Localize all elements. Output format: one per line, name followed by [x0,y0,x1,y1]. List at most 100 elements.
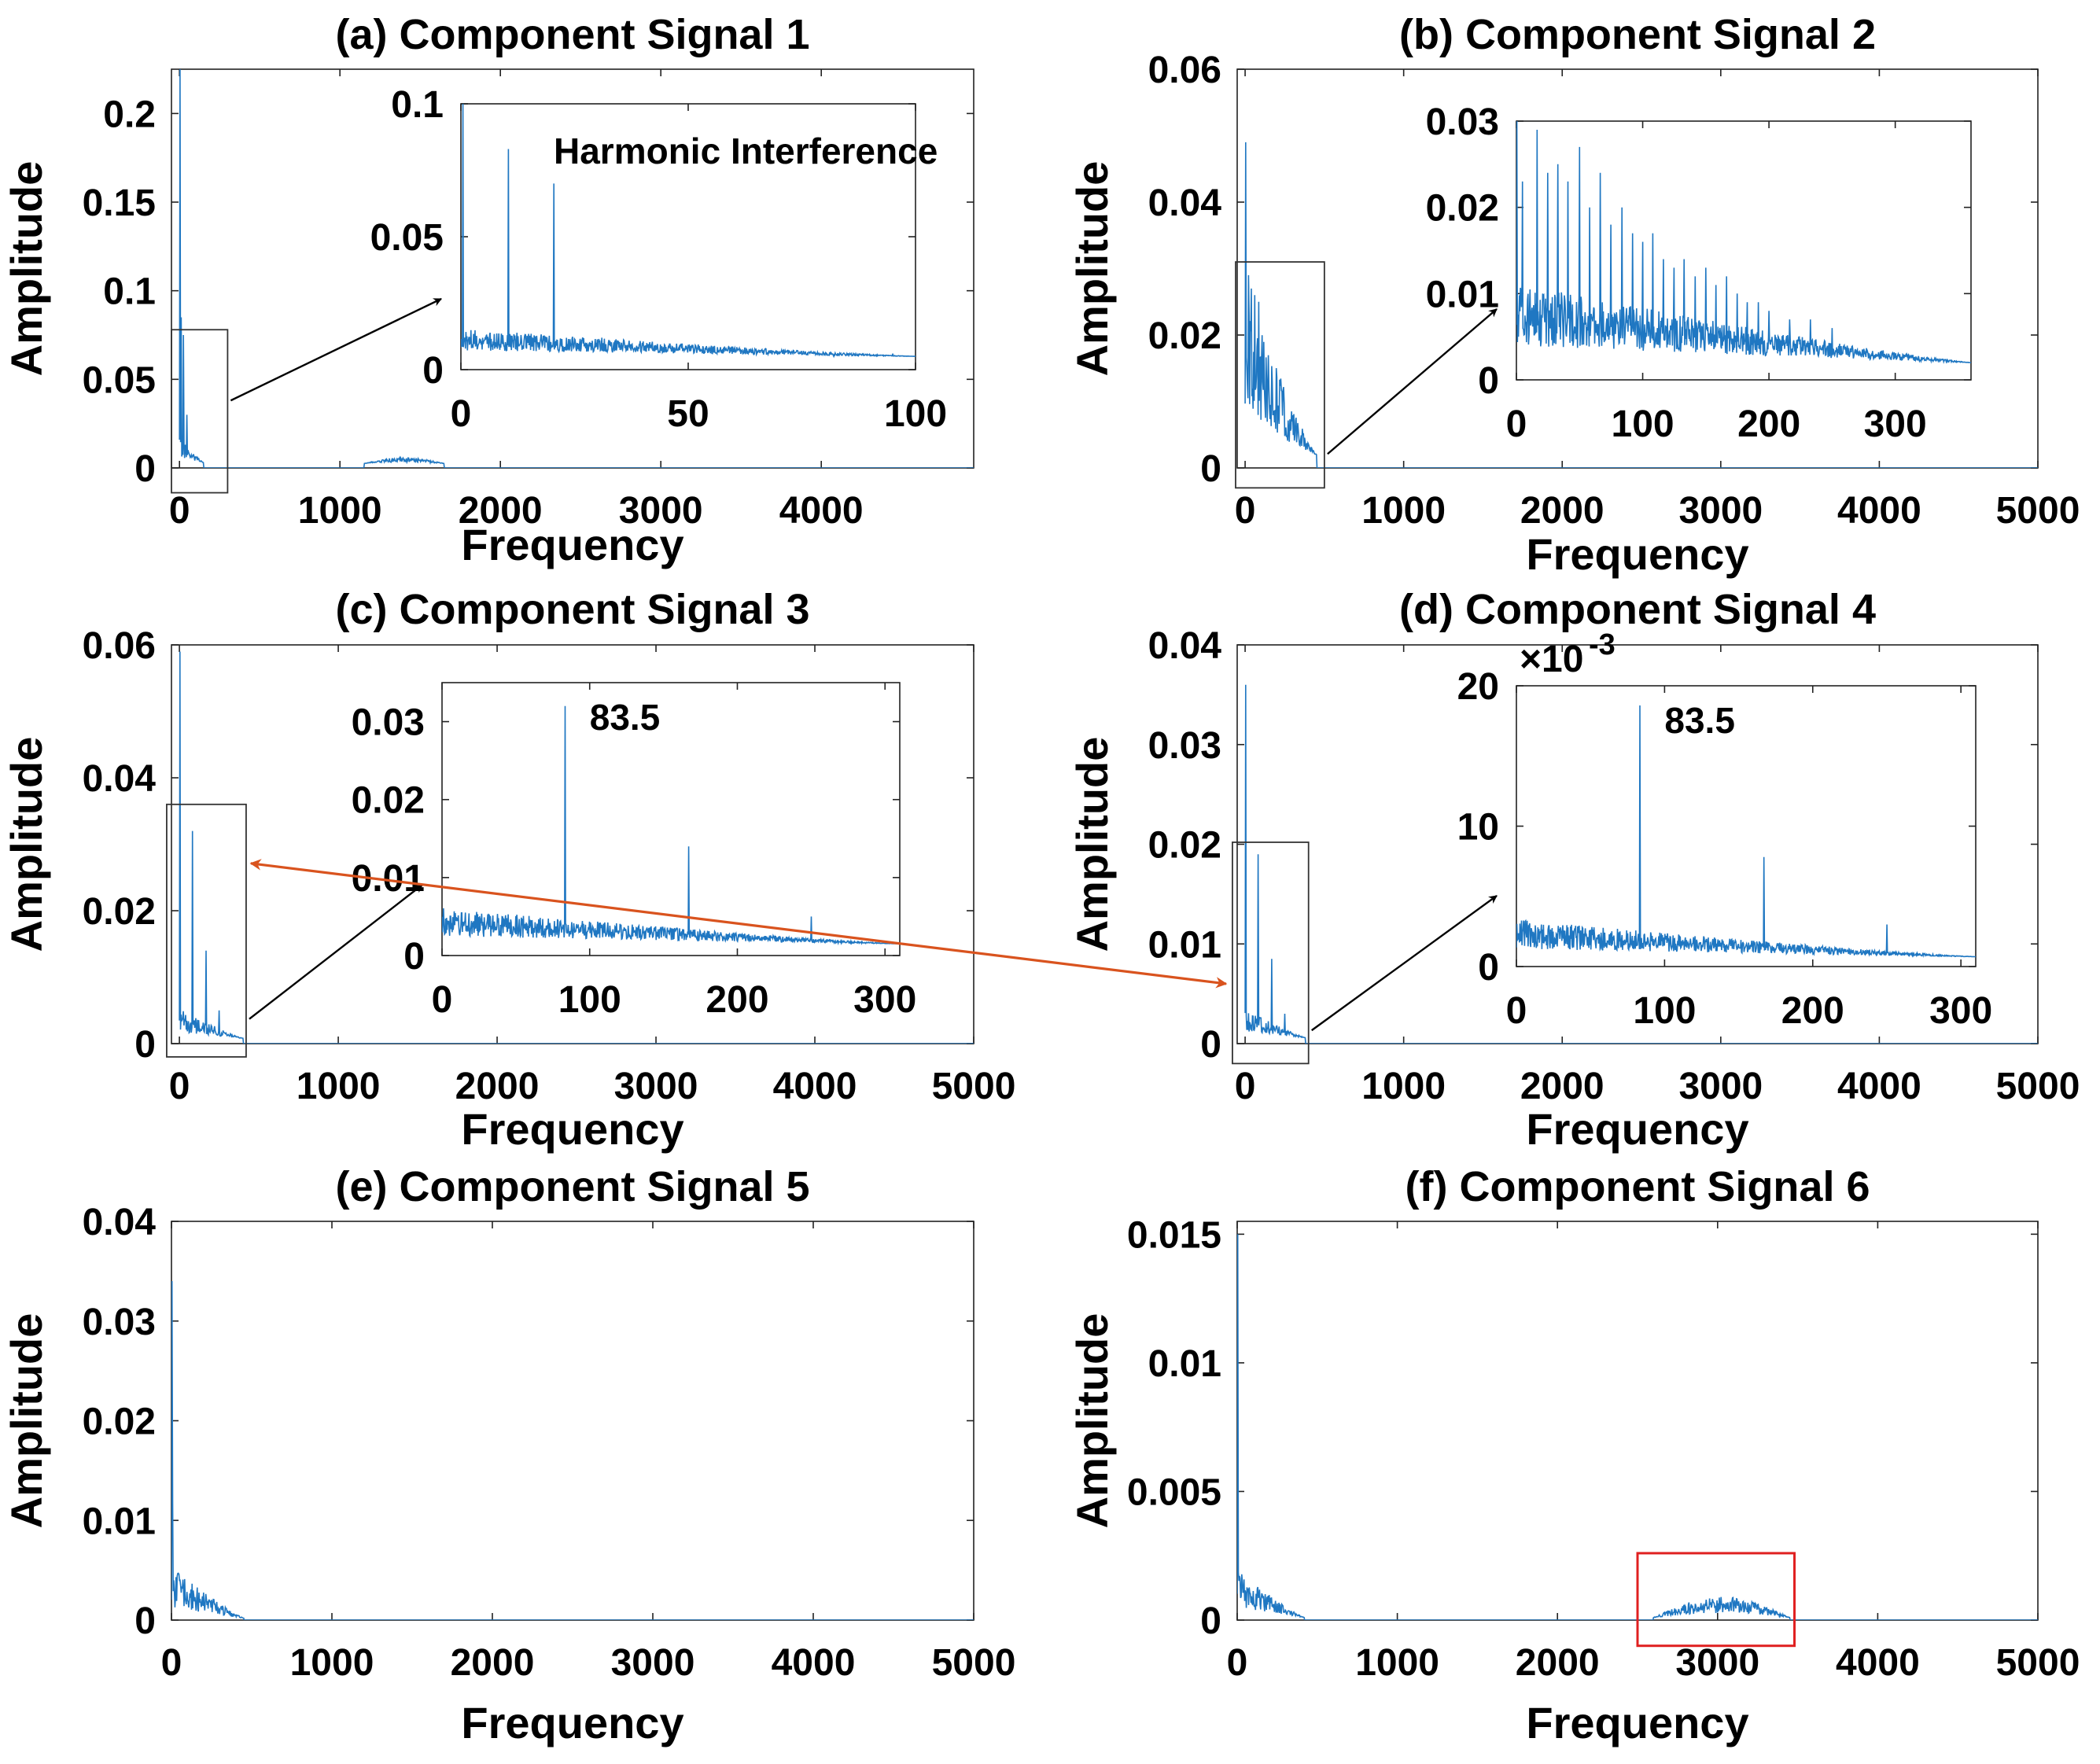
main-x-tick-label: 4000 [779,490,864,532]
inset-x-tick-label: 0 [1506,403,1527,445]
main-x-tick-label: 0 [1227,1642,1248,1684]
main-x-tick-label: 2000 [1520,1066,1604,1107]
main-y-tick-label: 0.01 [1148,924,1221,966]
inset-y-tick-label: 0.02 [352,780,425,822]
chart-title: (a) Component Signal 1 [335,11,809,58]
main-x-tick-label: 2000 [455,1066,540,1107]
inset-x-tick-label: 0 [451,393,472,435]
link-arrow-c-d [249,859,1228,989]
main-x-tick-label: 1000 [298,490,382,532]
y-axis-label: Amplitude [2,161,51,377]
main-y-tick-label: 0.06 [83,625,156,667]
inset-frame [1516,685,1977,967]
main-x-tick-label: 2000 [1516,1642,1600,1684]
main-x-tick-label: 5000 [1996,1642,2080,1684]
main-y-tick-label: 0.005 [1127,1471,1221,1513]
main-x-tick-label: 5000 [1996,490,2080,532]
y-axis-label: Amplitude [2,1313,51,1529]
main-y-tick-label: 0.04 [83,758,157,800]
y-axis-label: Amplitude [1067,737,1117,952]
chart-title: (c) Component Signal 3 [335,586,809,633]
main-x-tick-label: 0 [161,1642,182,1684]
inset-y-tick-label: 0.01 [352,858,425,900]
inset-x-tick-label: 50 [667,393,709,435]
inset-x-tick-label: 300 [853,979,916,1021]
x-axis-label: Frequency [461,1104,683,1154]
inset-y-tick-label: 20 [1457,666,1499,708]
main-y-tick-label: 0.03 [1148,725,1221,767]
inset-series-line-b [1516,120,1971,364]
main-x-tick-label: 4000 [773,1066,857,1107]
main-x-tick-label: 4000 [1837,490,1921,532]
main-x-tick-label: 5000 [932,1642,1016,1684]
inset-y-tick-label: 0.01 [1426,274,1499,315]
x-axis-label: Frequency [1526,1698,1748,1747]
main-x-tick-label: 1000 [290,1642,374,1684]
chart-title: (e) Component Signal 5 [335,1163,809,1210]
inset-y-tick-label: 0 [403,936,425,978]
y-axis-label: Amplitude [1067,1313,1117,1529]
inset-x-tick-label: 100 [884,393,947,435]
inset-x-tick-label: 0 [1506,990,1527,1032]
main-x-tick-label: 0 [1235,1066,1256,1107]
zoom-arrow-a [230,297,442,402]
main-y-tick-label: 0.01 [83,1501,156,1542]
main-x-tick-label: 4000 [772,1642,856,1684]
chart-title: (d) Component Signal 4 [1399,586,1876,633]
peak-annotation: 83.5 [1664,700,1735,741]
inset-a: 0 50 100 0 0.05 0.1 Harmonic Interference [370,84,947,435]
main-y-tick-label: 0.15 [83,182,156,224]
main-frame [171,1221,974,1621]
x-axis-label: Frequency [461,520,683,569]
main-x-tick-label: 2000 [1520,490,1604,532]
main-x-tick-label: 3000 [614,1066,698,1107]
zoom-box-d [1232,841,1310,1065]
inset-y-tick-label: 0.02 [1426,188,1499,230]
main-y-tick-label: 0 [134,1600,156,1642]
inset-x-tick-label: 200 [1781,990,1844,1032]
x-axis-label: Frequency [1526,1104,1748,1154]
main-x-tick-label: 1000 [1361,1066,1446,1107]
inset-y-tick-label: 0.03 [1426,101,1499,143]
y-axis-label: Amplitude [1067,161,1117,377]
inset-x-tick-label: 300 [1929,990,1992,1032]
main-x-tick-label: 1000 [1355,1642,1439,1684]
chart-title: (b) Component Signal 2 [1399,11,1876,58]
inset-x-tick-label: 100 [1612,403,1674,445]
main-y-tick-label: 0.04 [1148,182,1222,224]
x-axis-label: Frequency [461,1698,683,1747]
main-x-tick-label: 1000 [297,1066,381,1107]
zoom-arrow-d [1311,895,1498,1032]
zoom-box-c [166,803,247,1058]
main-y-tick-label: 0.02 [83,891,156,933]
inset-x-tick-label: 0 [432,979,453,1021]
main-x-tick-label: 3000 [1678,490,1763,532]
inset-y-tick-label: 10 [1457,807,1499,849]
inset-series-line-d [1516,705,1976,958]
main-y-tick-label: 0 [134,1024,156,1066]
inset-y-tick-label: 0 [1478,360,1499,402]
main-x-tick-label: 3000 [1678,1066,1763,1107]
zoom-box-b [1235,261,1325,489]
main-x-tick-label: 5000 [1996,1066,2080,1107]
main-x-tick-label: 5000 [932,1066,1016,1107]
main-y-tick-label: 0.01 [1148,1343,1221,1385]
scale-multiplier: ×10 [1520,639,1583,680]
chart-panel-f: (f) Component Signal 6 Amplitude 0 1000 2000… [1067,1163,2080,1747]
main-x-tick-label: 0 [1235,490,1256,532]
inset-x-tick-label: 100 [558,979,621,1021]
inset-series-line-a [461,103,916,359]
inset-b: 0 100 200 300 0 0.01 0.02 0.03 [1426,101,1972,445]
peak-annotation: 83.5 [590,697,661,738]
inset-x-tick-label: 200 [1737,403,1800,445]
x-axis-label: Frequency [1526,529,1748,579]
main-y-tick-label: 0.02 [83,1401,156,1443]
main-x-tick-label: 2000 [451,1642,535,1684]
main-x-tick-label: 4000 [1837,1066,1921,1107]
inset-y-tick-label: 0 [1478,947,1499,989]
